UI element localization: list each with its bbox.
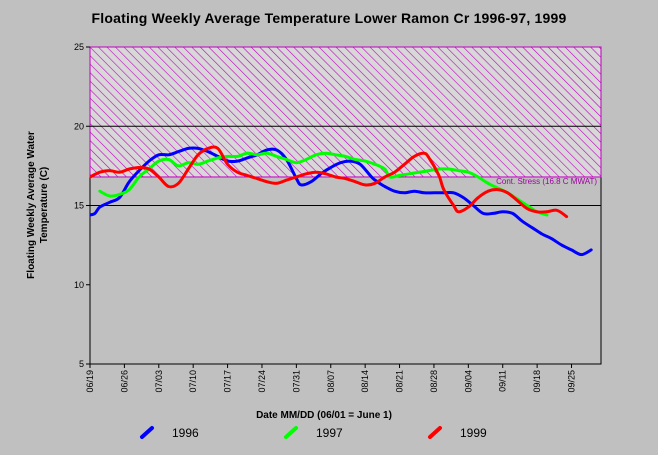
legend-swatch-1999 [428, 426, 442, 439]
x-tick-label: 07/17 [223, 370, 233, 393]
x-tick-label: 08/14 [360, 370, 370, 393]
legend-swatch-1997 [284, 426, 298, 439]
x-tick-label: 07/24 [257, 370, 267, 393]
x-tick-label: 09/11 [498, 370, 508, 392]
legend-label-1996: 1996 [172, 426, 199, 440]
stress-band-label: Cont. Stress (16.8 C MWAT) [496, 177, 597, 186]
y-tick-label: 25 [74, 42, 84, 52]
x-tick-label: 08/21 [395, 370, 405, 393]
legend-label-1997: 1997 [316, 426, 343, 440]
x-axis-title: Date MM/DD (06/01 = June 1) [256, 410, 392, 421]
legend-swatch-1996 [140, 426, 154, 439]
x-tick-label: 07/31 [291, 370, 301, 393]
y-tick-label: 10 [74, 280, 84, 290]
y-axis-title-line-1: Floating Weekly Average Water [26, 131, 37, 279]
chart-title: Floating Weekly Average Temperature Lowe… [91, 10, 567, 26]
x-tick-label: 08/07 [326, 370, 336, 393]
legend-label-1999: 1999 [460, 426, 487, 440]
y-tick-label: 20 [74, 121, 84, 131]
x-tick-label: 09/18 [532, 370, 542, 393]
x-tick-label: 06/19 [85, 370, 95, 393]
series-line-1997 [98, 151, 549, 217]
x-tick-label: 08/28 [429, 370, 439, 393]
x-tick-label: 06/26 [119, 370, 129, 393]
x-tick-label: 09/25 [567, 370, 577, 393]
series-line-1996 [90, 146, 593, 257]
x-tick-label: 07/10 [188, 370, 198, 393]
y-tick-label: 5 [79, 359, 84, 369]
y-axis-title-line-2: Temperature (C) [39, 167, 50, 244]
series-line-1999 [90, 145, 569, 219]
y-tick-label: 15 [74, 201, 84, 211]
x-tick-label: 09/04 [463, 370, 473, 393]
x-tick-label: 07/03 [154, 370, 164, 393]
